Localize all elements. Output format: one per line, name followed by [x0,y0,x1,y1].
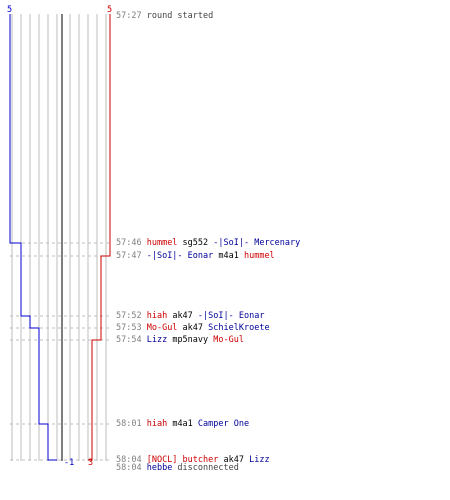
event-text: Camper One [197,419,250,429]
event-text: round started [146,11,214,21]
red-end-score: 3 [88,458,94,468]
event-text: ak47 [167,311,198,321]
blue-start-score: 5 [7,5,13,15]
event-time: 58:01 [116,419,147,429]
event-row: 57:46 hummel sg552 -|SoI|- Mercenary [116,238,300,248]
red-team-score-line [88,14,111,461]
event-time: 58:04 [116,463,147,473]
event-text: [NOCL] butcher [146,455,219,465]
event-text: m4a1 [167,419,198,429]
blue-team-score-line [9,14,57,461]
event-time: 57:47 [116,251,147,261]
event-row: 58:04 [NOCL] butcher ak47 Lizz [116,455,270,465]
event-text: SchielKroete [208,323,270,333]
event-text: Lizz [146,335,168,345]
event-text: ak47 [177,323,209,333]
event-text: m4a1 [213,251,244,261]
event-row: 58:01 hiah m4a1 Camper One [116,419,249,429]
event-text: hummel [146,238,178,248]
event-text: Mo-Gul [213,335,244,345]
event-text: Lizz [249,455,270,465]
event-text: Mo-Gul [146,323,178,333]
event-text: hummel [243,251,275,261]
event-text: -|SoI|- Eonar [146,251,214,261]
event-time: 57:52 [116,311,147,321]
event-time: 57:53 [116,323,147,333]
event-time: 57:46 [116,238,147,248]
event-text: hiah [146,419,168,429]
event-row: 57:47 -|SoI|- Eonar m4a1 hummel [116,251,275,261]
event-text: mp5navy [167,335,214,345]
red-start-score: 5 [107,5,113,15]
event-time: 57:27 [116,11,147,21]
event-row: 58:04 hebbe disconnected [116,463,239,473]
event-time: 58:04 [116,455,147,465]
event-text: -|SoI|- Eonar [197,311,265,321]
event-row: 57:52 hiah ak47 -|SoI|- Eonar [116,311,264,321]
event-text: hiah [146,311,168,321]
event-row: 57:27 round started [116,11,213,21]
event-text: -|SoI|- Mercenary [213,238,301,248]
event-text: sg552 [177,238,214,248]
event-text: ak47 [218,455,250,465]
event-row: 57:54 Lizz mp5navy Mo-Gul [116,335,244,345]
event-time: 57:54 [116,335,147,345]
event-text: hebbe [146,463,173,473]
blue-end-score: -1 [64,458,75,468]
event-row: 57:53 Mo-Gul ak47 SchielKroete [116,323,270,333]
event-text: disconnected [172,463,239,473]
